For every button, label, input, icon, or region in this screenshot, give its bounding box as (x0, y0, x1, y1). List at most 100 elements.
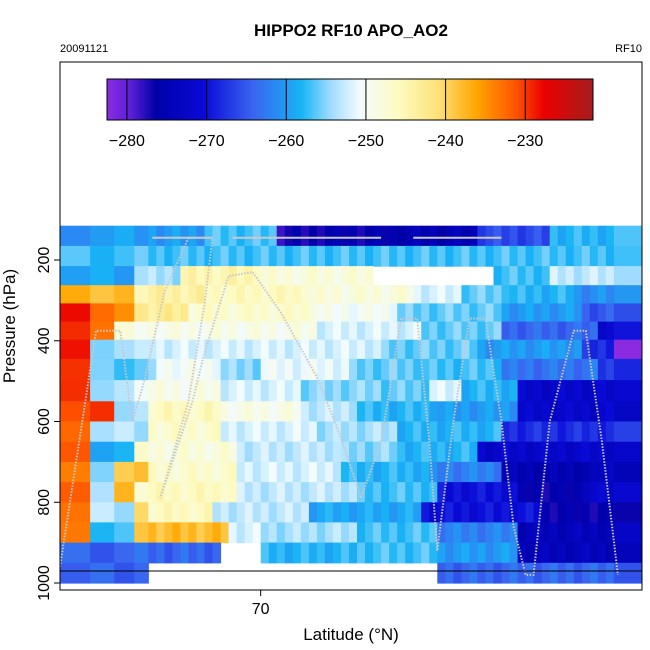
heatmap-cell (517, 441, 527, 463)
heatmap-cell (421, 461, 430, 483)
heatmap-cell (509, 225, 519, 247)
heatmap-cell (501, 542, 511, 564)
heatmap-cell (156, 339, 165, 360)
heatmap-cell (597, 266, 607, 286)
heatmap-cell (373, 321, 382, 341)
heatmap-cell (453, 358, 462, 381)
heatmap-cell (413, 502, 422, 524)
heatmap-cell (581, 522, 591, 544)
heatmap-cell (373, 522, 382, 544)
heatmap-cell (236, 522, 246, 544)
heatmap-cell (525, 522, 535, 544)
heatmap-cell (597, 401, 607, 423)
heatmap-cell (252, 461, 262, 483)
heatmap-cell (509, 522, 519, 544)
heatmap-cell (573, 245, 583, 267)
heatmap-cell (493, 502, 503, 524)
heatmap-cell (549, 401, 559, 423)
heatmap-cell (565, 358, 575, 381)
heatmap-cell (172, 358, 181, 381)
heatmap-cell (477, 562, 486, 584)
heatmap-cell (180, 461, 189, 483)
heatmap-cell (477, 358, 486, 381)
heatmap-cell (164, 245, 173, 267)
heatmap-cell (373, 358, 382, 381)
heatmap-cell (357, 522, 366, 544)
heatmap-cell (373, 285, 382, 304)
heatmap-cell (60, 522, 91, 544)
heatmap-cell (437, 339, 446, 360)
heatmap-cell (148, 321, 157, 341)
heatmap-cell (114, 245, 135, 267)
heatmap-cell (565, 266, 575, 286)
heatmap-cell (252, 225, 262, 247)
heatmap-cell (220, 285, 230, 304)
heatmap-cell (284, 461, 294, 483)
heatmap-cell (212, 380, 222, 402)
heatmap-cell (284, 245, 294, 267)
heatmap-cell (509, 285, 519, 304)
heatmap-cell (461, 542, 470, 564)
heatmap-cell (228, 522, 238, 544)
heatmap-cell (300, 421, 310, 443)
heatmap-cell (134, 303, 149, 323)
heatmap-cell (533, 358, 543, 381)
heatmap-cell (228, 441, 238, 463)
heatmap-cell (437, 461, 446, 483)
heatmap-cell (90, 522, 115, 544)
heatmap-cell (172, 522, 181, 544)
heatmap-cell (188, 321, 197, 341)
heatmap-cell (316, 358, 326, 381)
heatmap-cell (541, 502, 551, 524)
heatmap-cell (341, 542, 350, 564)
heatmap-cell (533, 285, 543, 304)
heatmap-cell (228, 358, 238, 381)
heatmap-cell (421, 441, 430, 463)
heatmap-cell (316, 285, 326, 304)
heatmap-cell (180, 225, 189, 247)
heatmap-cell (164, 339, 173, 360)
heatmap-cell (397, 482, 406, 503)
heatmap-cell (469, 421, 478, 443)
heatmap-cell (252, 380, 262, 402)
heatmap-cell (268, 441, 278, 463)
heatmap-cell (509, 321, 519, 341)
heatmap-cell (365, 421, 374, 443)
heatmap-cell (268, 421, 278, 443)
heatmap-cell (172, 482, 181, 503)
heatmap-cell (316, 339, 326, 360)
heatmap-cell (134, 461, 149, 483)
heatmap-cell (581, 245, 591, 267)
heatmap-cell (613, 482, 642, 503)
heatmap-cell (525, 542, 535, 564)
heatmap-cell (533, 461, 543, 483)
heatmap-cell (581, 421, 591, 443)
heatmap-cell (260, 421, 270, 443)
heatmap-cell (349, 542, 358, 564)
heatmap-cell (324, 321, 334, 341)
heatmap-cell (252, 502, 262, 524)
heatmap-cell (541, 542, 551, 564)
heatmap-cell (373, 225, 382, 247)
heatmap-cell (477, 522, 486, 544)
heatmap-cell (565, 321, 575, 341)
heatmap-cell (565, 225, 575, 247)
heatmap-cell (557, 421, 567, 443)
heatmap-cell (324, 401, 334, 423)
heatmap-cell (421, 358, 430, 381)
heatmap-cell (188, 542, 197, 564)
heatmap-cell (597, 522, 607, 544)
heatmap-cell (461, 321, 470, 341)
heatmap-cell (60, 542, 91, 564)
heatmap-cell (453, 401, 462, 423)
heatmap-cell (284, 482, 294, 503)
heatmap-cell (228, 502, 238, 524)
heatmap-cell (429, 303, 438, 323)
heatmap-cell (405, 225, 414, 247)
heatmap-cell (357, 441, 366, 463)
heatmap-cell (244, 461, 254, 483)
heatmap-cell (357, 266, 366, 286)
heatmap-cell (565, 502, 575, 524)
y-tick-label: 200 (36, 247, 53, 274)
heatmap-cell (501, 358, 511, 381)
